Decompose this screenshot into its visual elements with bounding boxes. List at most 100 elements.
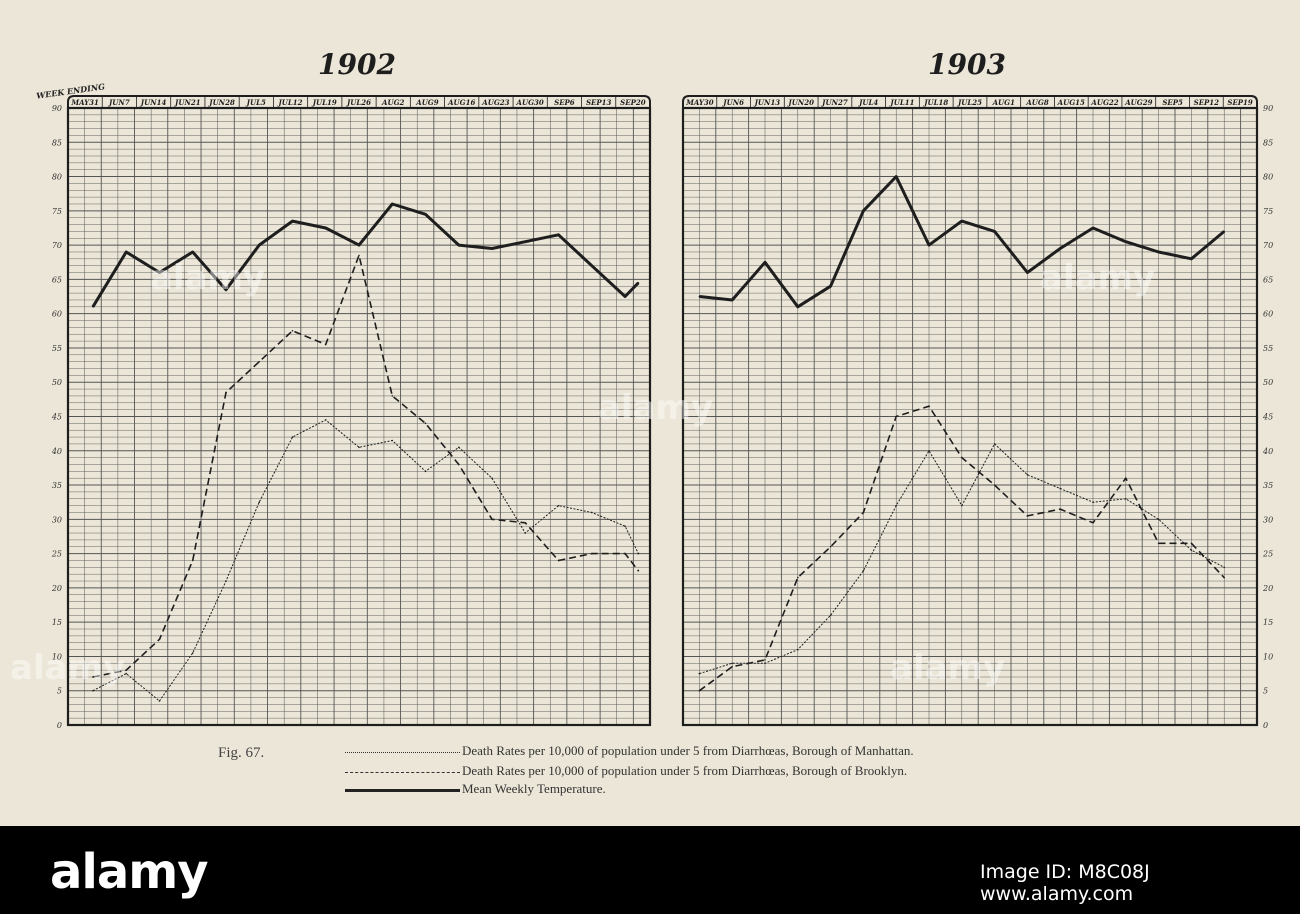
data-point-dotted (993, 443, 996, 445)
header-band (67, 95, 651, 108)
chart-panel-1903: 0 5 10 15 20 25 30 35 40 45 50 55 60 65 70 75 80 85 90 MAY3… (681, 95, 1273, 730)
data-point-dashed (764, 659, 766, 661)
data-point-dashed (1026, 515, 1029, 517)
data-point-dotted (624, 525, 626, 527)
chart-title-1903: 1903 (928, 48, 1006, 81)
x-tick-label: SEP20 (620, 98, 646, 107)
data-point-dashed (1157, 542, 1160, 545)
data-point-dotted (797, 648, 799, 651)
data-point-dotted (862, 569, 865, 572)
x-tick-label: JUL25 (956, 98, 982, 107)
data-point-dashed (1190, 542, 1193, 545)
data-point-dotted (92, 689, 94, 692)
data-point-dashed (358, 254, 360, 257)
data-point-solid (424, 213, 427, 216)
data-point-dashed (993, 484, 996, 486)
footer-bar: alamy Image ID: M8C08J www.alamy.com (0, 826, 1300, 914)
figure-label: Fig. 67. (218, 745, 265, 761)
y-tick-label: 60 (1263, 310, 1273, 319)
x-tick-label: SEP13 (586, 98, 612, 107)
data-point-dotted (731, 662, 733, 665)
data-point-solid (797, 306, 799, 308)
x-tick-label: AUG9 (415, 98, 439, 107)
data-point-dotted (895, 504, 897, 507)
data-point-solid (557, 234, 560, 236)
y-tick-label: 40 (51, 447, 62, 456)
y-tick-label: 25 (1262, 550, 1273, 559)
data-point-dashed (928, 405, 930, 408)
x-tick-label: JUN28 (207, 98, 235, 107)
y-tick-label: 20 (1262, 584, 1273, 593)
data-point-dotted (1026, 473, 1029, 476)
data-point-solid (1026, 271, 1029, 274)
footer-url[interactable]: www.alamy.com (980, 883, 1134, 905)
y-tick-label: 40 (1262, 447, 1273, 456)
data-point-dashed (895, 415, 897, 418)
data-point-dashed (862, 511, 865, 514)
data-point-solid (993, 230, 996, 233)
y-tick-label: 80 (1263, 173, 1273, 182)
y-tick-label: 50 (52, 378, 62, 387)
data-point-dashed (637, 569, 640, 572)
x-tick-label: SEP19 (1227, 98, 1253, 107)
data-point-solid (491, 247, 493, 250)
data-point-solid (764, 261, 766, 264)
y-tick-label: 55 (1263, 344, 1273, 353)
y-tick-label: 70 (52, 241, 62, 250)
data-point-dotted (291, 436, 294, 438)
data-point-dotted (1125, 497, 1127, 500)
data-point-solid (624, 295, 626, 298)
y-tick-label: 5 (1263, 687, 1268, 696)
legend-manhattan: Death Rates per 10,000 of population und… (345, 743, 914, 759)
data-point-dashed (1223, 576, 1225, 579)
data-point-dotted (358, 446, 360, 449)
x-tick-label: MAY30 (685, 98, 714, 107)
footer-brand[interactable]: alamy (50, 844, 209, 900)
x-tick-label: AUG29 (1124, 98, 1152, 107)
y-tick-label: 20 (51, 584, 62, 593)
y-tick-label: 15 (1263, 618, 1273, 627)
data-point-dashed (191, 559, 194, 562)
data-point-dotted (158, 700, 161, 702)
data-point-dashed (225, 391, 227, 394)
data-point-solid (291, 220, 294, 222)
data-point-solid (324, 227, 327, 229)
x-tick-label: JUL19 (311, 98, 337, 107)
data-point-dashed (324, 343, 327, 346)
y-tick-label: 0 (1263, 721, 1268, 730)
data-point-solid (524, 240, 527, 243)
series-line-dashed (92, 254, 640, 678)
data-point-dashed (961, 456, 963, 459)
x-tick-label: SEP12 (1194, 98, 1220, 107)
data-point-dashed (731, 665, 733, 668)
data-point-dashed (457, 463, 460, 466)
x-tick-label: AUG30 (516, 98, 544, 107)
x-tick-label: JUL18 (922, 98, 948, 107)
y-tick-label: 65 (1263, 275, 1273, 284)
data-point-solid (358, 244, 360, 246)
data-point-dashed (491, 518, 493, 521)
x-tick-label: MAY31 (70, 98, 99, 107)
data-point-dotted (524, 532, 527, 534)
chart-panel-1902: 0 5 10 15 20 25 30 35 40 45 50 55 60 65 70 75 80 85 90 MAY3… (51, 95, 652, 730)
data-point-solid (1092, 227, 1094, 229)
x-tick-label: AUG23 (481, 98, 509, 107)
data-point-solid (829, 285, 832, 288)
data-point-solid (1223, 230, 1225, 233)
data-point-solid (895, 175, 897, 178)
y-tick-label: 30 (1263, 515, 1273, 524)
x-tick-label: JUN20 (786, 98, 814, 107)
y-tick-label: 65 (52, 275, 62, 284)
y-tick-label: 10 (1263, 652, 1273, 661)
legend-dashed-swatch (345, 771, 460, 773)
data-point-solid (92, 306, 94, 308)
x-tick-label: SEP5 (1162, 98, 1183, 107)
x-tick-label: AUG2 (381, 98, 405, 107)
y-tick-label: 55 (52, 344, 62, 353)
x-tick-label: JUN14 (139, 98, 167, 107)
data-point-dotted (491, 477, 493, 480)
data-point-dotted (125, 672, 127, 675)
plot-frame (66, 106, 652, 727)
footer-image-id: Image ID: M8C08J www.alamy.com (980, 861, 1150, 905)
y-tick-label: 5 (57, 687, 62, 696)
